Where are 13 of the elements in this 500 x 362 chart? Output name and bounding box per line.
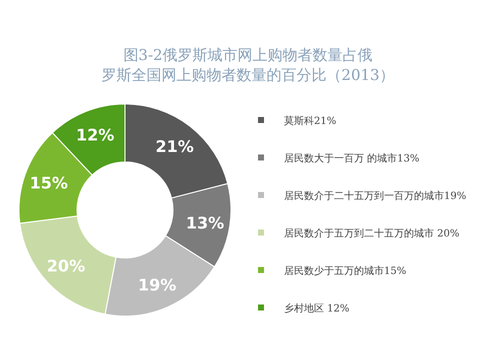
- legend-label: 居民数介于二十五万到一百万的城市19%: [284, 190, 466, 202]
- data-label: 12%: [76, 126, 114, 145]
- data-label: 13%: [186, 214, 224, 233]
- legend-label: 居民数介于五万到二十五万的城市 20%: [284, 228, 460, 240]
- legend-label: 居民数少于五万的城市15%: [284, 265, 406, 277]
- legend-label: 居民数大于一百万 的城市13%: [284, 152, 420, 164]
- legend-label: 乡村地区 12%: [284, 302, 350, 314]
- data-label: 15%: [30, 174, 68, 193]
- legend-label: 莫斯科21%: [284, 115, 336, 127]
- data-label: 19%: [138, 275, 176, 294]
- data-label: 20%: [46, 256, 86, 276]
- data-label: 21%: [155, 136, 194, 156]
- chart-title: 图3-2俄罗斯城市网上购物者数量占俄罗斯全国网上购物者数量的百分比（2013）: [101, 46, 395, 84]
